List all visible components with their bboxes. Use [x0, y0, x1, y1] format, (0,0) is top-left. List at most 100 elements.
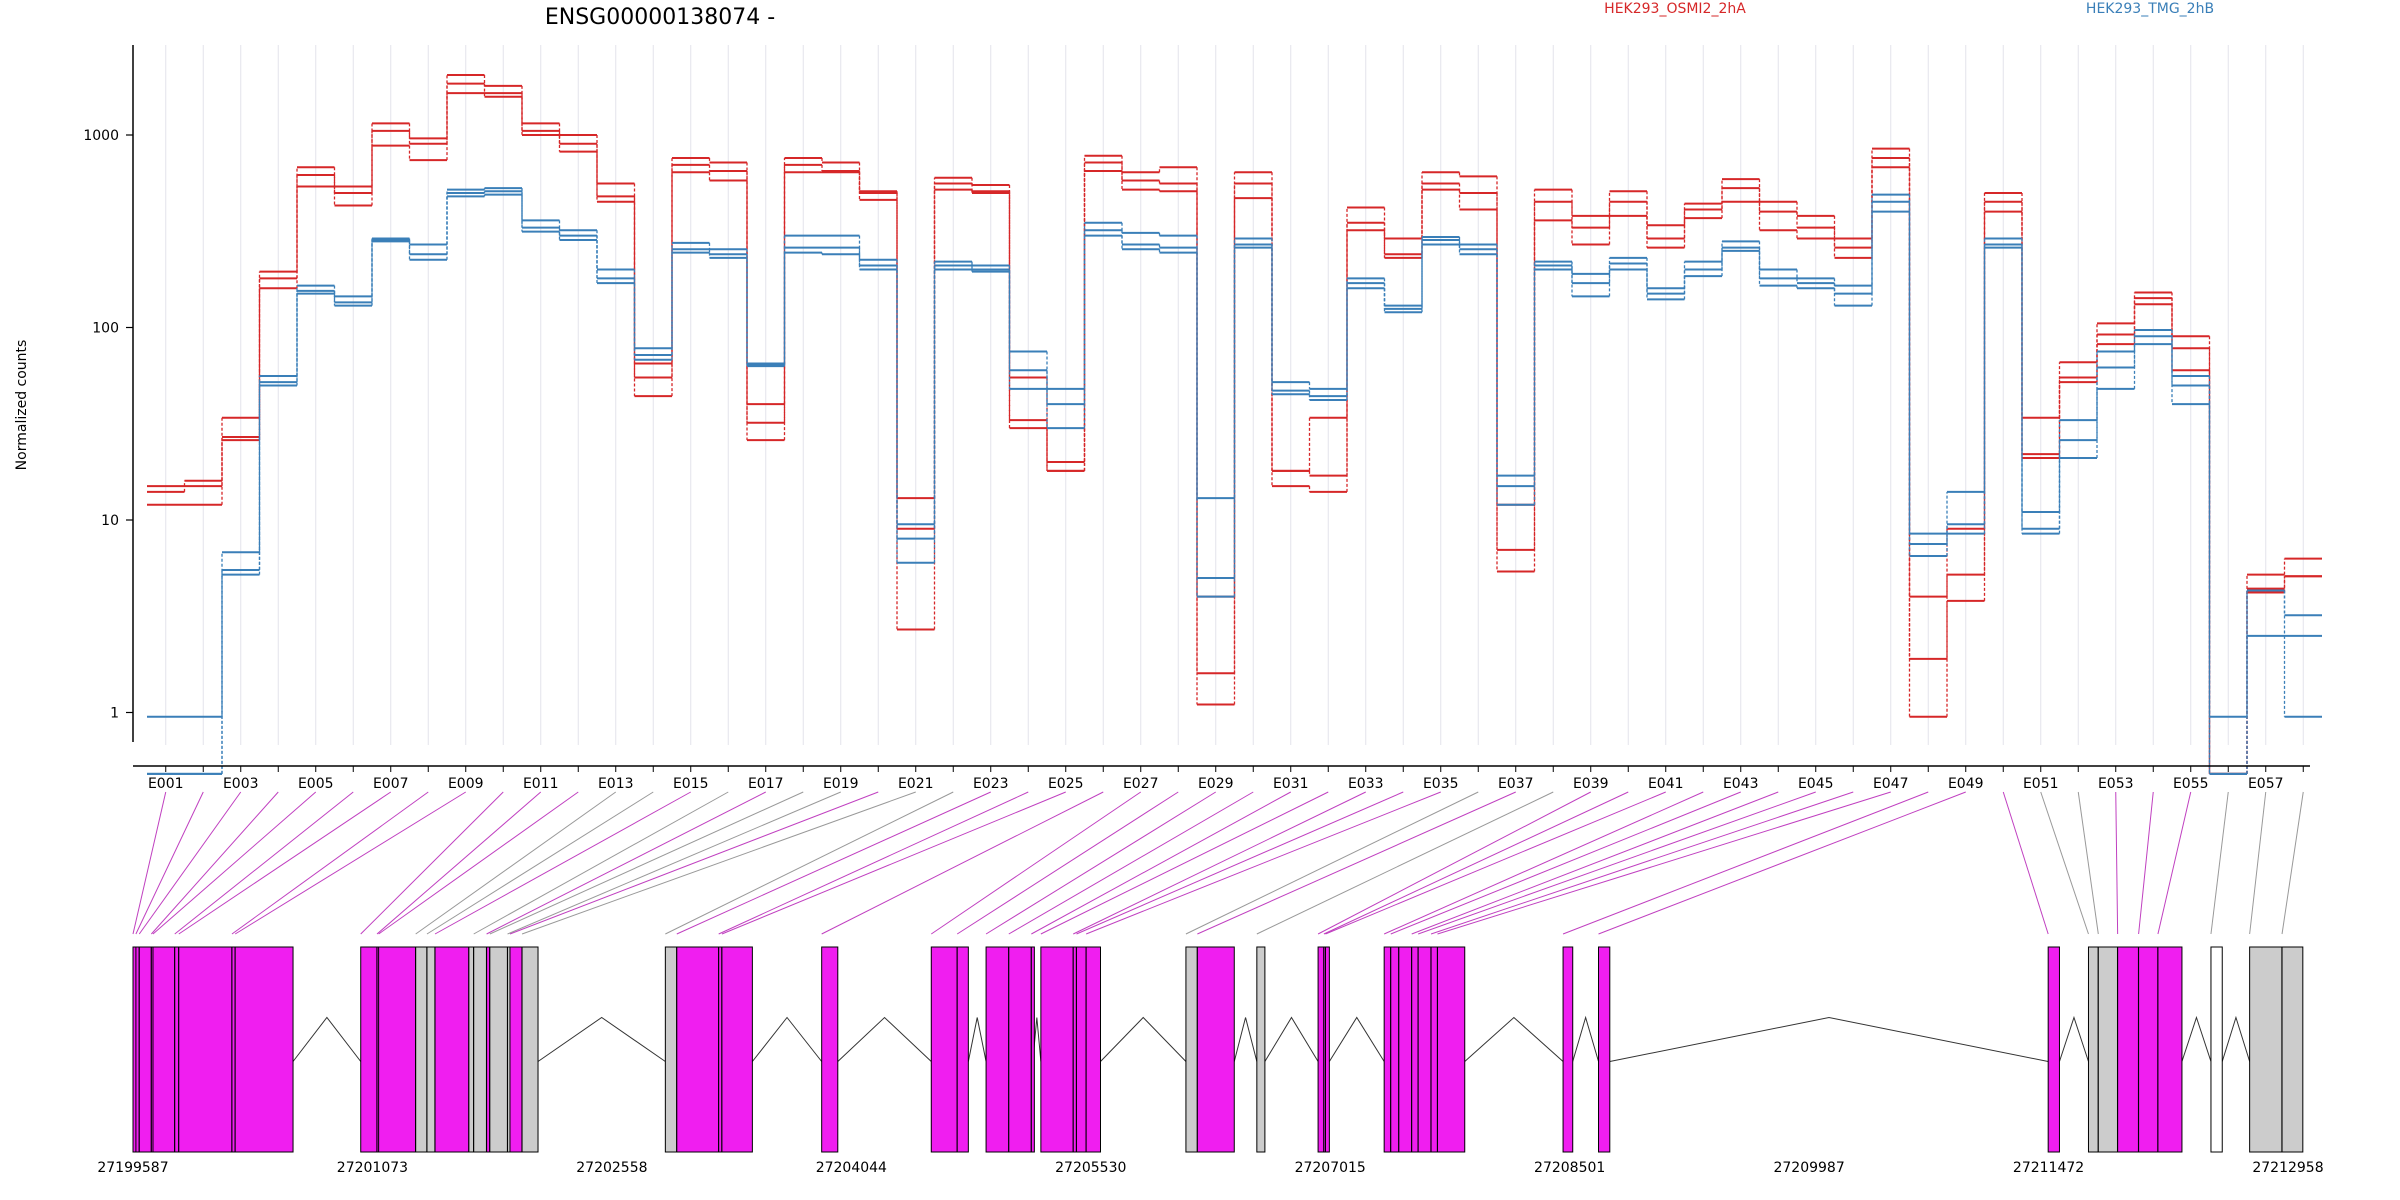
- genomic-tick-label: 27212958: [2252, 1160, 2323, 1176]
- x-tick-label: E023: [973, 776, 1009, 792]
- exon-connector: [2077, 791, 2099, 935]
- exon-block: [1075, 946, 1087, 1153]
- exon-connector: [489, 791, 804, 935]
- intron-line: [1572, 1015, 1599, 1062]
- intron-line: [1100, 1016, 1187, 1062]
- exon-connector: [234, 791, 467, 935]
- exon-block: [2047, 946, 2060, 1153]
- exon-connector: [1390, 791, 1741, 935]
- exon-connector: [1430, 791, 1854, 935]
- intron-line: [1609, 1016, 2049, 1062]
- exon-connector: [1383, 791, 1704, 935]
- y-tick-label: 1000: [83, 128, 119, 144]
- exon-connector: [2002, 791, 2049, 935]
- exon-connector: [665, 791, 954, 935]
- exon-block: [178, 946, 233, 1153]
- exon-block: [1317, 946, 1325, 1153]
- exon-block: [1196, 946, 1235, 1153]
- exon-connector: [718, 791, 1029, 935]
- exon-block: [1398, 946, 1413, 1153]
- series-line: [147, 193, 2322, 775]
- exon-block: [152, 946, 176, 1153]
- genomic-tick-label: 27199587: [97, 1160, 168, 1176]
- x-tick-label: E021: [898, 776, 934, 792]
- genomic-tick-label: 27202558: [576, 1160, 647, 1176]
- exon-block: [1383, 946, 1392, 1153]
- y-tick-label: 10: [101, 513, 119, 529]
- exon-connector: [135, 791, 204, 935]
- exon-block: [521, 946, 539, 1153]
- exon-connector: [507, 791, 841, 935]
- y-tick-label: 1: [110, 706, 119, 722]
- intron-line: [837, 1016, 932, 1062]
- exon-connector: [985, 791, 1217, 935]
- exon-connector: [2040, 791, 2089, 935]
- exon-connectors: [132, 791, 2304, 935]
- exon-connector: [1411, 791, 1779, 935]
- exon-connector: [178, 791, 392, 935]
- legend-label-osmi: HEK293_OSMI2_2hA: [1604, 1, 1746, 17]
- intron-line: [1464, 1016, 1564, 1062]
- exon-connector: [1031, 791, 1291, 935]
- exon-connector: [231, 791, 429, 935]
- exon-connector: [1417, 791, 1816, 935]
- exon-connector: [1317, 791, 1591, 935]
- genomic-tick-label: 27208501: [1534, 1160, 1605, 1176]
- intron-line: [292, 1016, 362, 1062]
- exon-connector: [721, 791, 1066, 935]
- genomic-tick-label: 27207015: [1295, 1160, 1366, 1176]
- intron-line: [967, 1017, 987, 1062]
- exon-block: [2117, 946, 2139, 1153]
- exon-connector: [2281, 791, 2304, 935]
- intron-line: [1233, 1017, 1258, 1062]
- x-tick-label: E001: [148, 776, 184, 792]
- x-tick-label: E005: [298, 776, 334, 792]
- chart-title: ENSG00000138074 -: [545, 5, 775, 30]
- exon-connector: [676, 791, 991, 935]
- exon-connector: [378, 791, 579, 935]
- exon-connector: [509, 791, 879, 935]
- x-tick-label: E029: [1198, 776, 1234, 792]
- exon-connector: [956, 791, 1179, 935]
- genomic-tick-label: 27209987: [1773, 1160, 1844, 1176]
- axes: 1 10 100 1000 E001 E003 E005 E007 E009 E011 E013 E0…: [83, 45, 2310, 792]
- exon-connector: [486, 791, 766, 935]
- exon-block: [1256, 946, 1266, 1153]
- exon-block: [1040, 946, 1074, 1153]
- exon-connector: [2115, 791, 2119, 935]
- exon-connector: [2138, 791, 2154, 935]
- exon-connector: [174, 791, 354, 935]
- x-tick-label: E035: [1423, 776, 1459, 792]
- exon-block: [1437, 946, 1466, 1153]
- series-layer: [147, 73, 2322, 775]
- y-axis-label: Normalized counts: [14, 340, 30, 471]
- exon-block: [2281, 946, 2304, 1153]
- exon-block: [2097, 946, 2118, 1153]
- exon-block: [1562, 946, 1574, 1153]
- x-tick-label: E043: [1723, 776, 1759, 792]
- exon-block: [821, 946, 839, 1153]
- exon-block: [1185, 946, 1198, 1153]
- gene-model: [132, 946, 2304, 1153]
- genomic-tick-label: 27201073: [337, 1160, 408, 1176]
- exon-block: [2157, 946, 2183, 1153]
- exon-connector: [2210, 791, 2229, 935]
- genomic-tick-label: 27211472: [2013, 1160, 2084, 1176]
- exon-connector: [151, 791, 279, 935]
- exon-block: [138, 946, 152, 1153]
- x-tick-label: E007: [373, 776, 409, 792]
- exon-connector: [1197, 791, 1516, 935]
- y-tick-label: 100: [92, 321, 119, 337]
- x-tick-label: E009: [448, 776, 484, 792]
- x-tick-label: E025: [1048, 776, 1084, 792]
- x-tick-label: E051: [2023, 776, 2059, 792]
- exon-connector: [360, 791, 504, 935]
- genomic-tick-label: 27205530: [1055, 1160, 1126, 1176]
- exon-block: [174, 946, 180, 1153]
- exon-block: [1417, 946, 1432, 1153]
- exon-block: [1390, 946, 1400, 1153]
- exon-block: [676, 946, 720, 1153]
- exon-block: [378, 946, 417, 1153]
- exon-block: [468, 946, 475, 1153]
